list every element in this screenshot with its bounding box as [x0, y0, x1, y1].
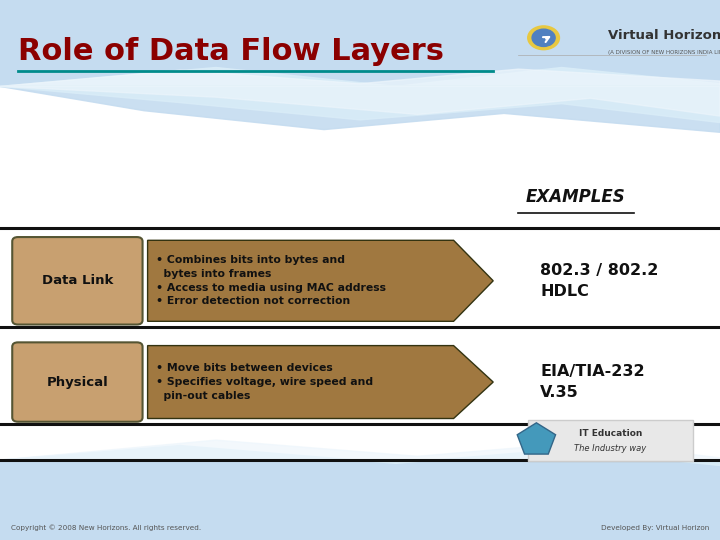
- Polygon shape: [0, 446, 720, 465]
- Text: Copyright © 2008 New Horizons. All rights reserved.: Copyright © 2008 New Horizons. All right…: [11, 525, 201, 531]
- Text: (A DIVISION OF NEW HORIZONS INDIA LIMITED): (A DIVISION OF NEW HORIZONS INDIA LIMITE…: [608, 50, 720, 55]
- Text: EXAMPLES: EXAMPLES: [526, 188, 626, 206]
- Polygon shape: [0, 86, 720, 132]
- Polygon shape: [0, 69, 720, 86]
- Polygon shape: [148, 346, 493, 418]
- Polygon shape: [517, 423, 556, 454]
- Text: Developed By: Virtual Horizon: Developed By: Virtual Horizon: [601, 525, 709, 531]
- Text: EIA/TIA-232
V.35: EIA/TIA-232 V.35: [540, 364, 644, 400]
- FancyBboxPatch shape: [528, 420, 693, 461]
- FancyBboxPatch shape: [12, 342, 143, 422]
- FancyBboxPatch shape: [0, 0, 720, 86]
- Circle shape: [528, 26, 559, 50]
- Text: The Industry way: The Industry way: [574, 444, 647, 453]
- Polygon shape: [0, 440, 720, 460]
- FancyBboxPatch shape: [0, 86, 720, 216]
- FancyBboxPatch shape: [12, 237, 143, 325]
- Text: Data Link: Data Link: [42, 274, 113, 287]
- Text: Physical: Physical: [47, 375, 108, 389]
- Text: Role of Data Flow Layers: Role of Data Flow Layers: [18, 37, 444, 66]
- Polygon shape: [0, 68, 720, 86]
- Polygon shape: [0, 86, 720, 123]
- Text: 802.3 / 802.2
HDLC: 802.3 / 802.2 HDLC: [540, 263, 658, 299]
- FancyBboxPatch shape: [0, 460, 720, 540]
- Text: • Combines bits into bytes and
  bytes into frames
• Access to media using MAC a: • Combines bits into bytes and bytes int…: [156, 255, 386, 306]
- Text: IT Education: IT Education: [578, 429, 642, 438]
- Polygon shape: [148, 240, 493, 321]
- Text: Virtual Horizon: Virtual Horizon: [608, 29, 720, 42]
- Text: • Move bits between devices
• Specifies voltage, wire speed and
  pin-out cables: • Move bits between devices • Specifies …: [156, 363, 374, 401]
- Polygon shape: [0, 86, 720, 116]
- Circle shape: [532, 29, 555, 46]
